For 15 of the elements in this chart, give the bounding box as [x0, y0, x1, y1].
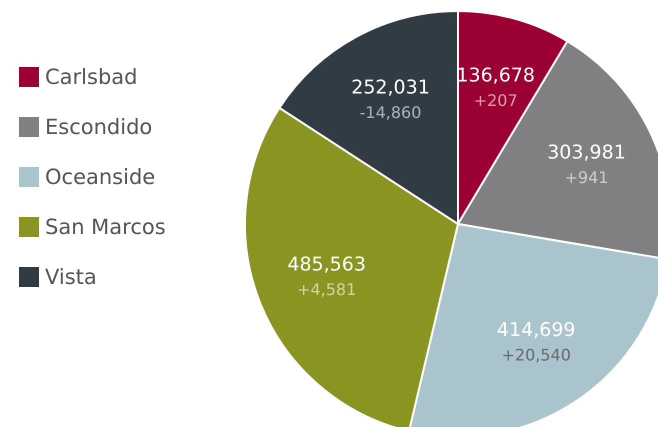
- data-label: 414,699: [496, 318, 576, 341]
- legend-label: Oceanside: [45, 165, 156, 189]
- legend-label: Carlsbad: [45, 65, 138, 89]
- data-label: 136,678: [456, 64, 535, 87]
- legend-label: Escondido: [45, 115, 152, 139]
- legend-label: San Marcos: [45, 215, 166, 239]
- text: +4,581: [297, 280, 356, 300]
- text: +207: [474, 91, 518, 110]
- text: +20,540: [502, 345, 571, 364]
- data-label: 303,981: [547, 142, 626, 164]
- text: -14,860: [360, 103, 422, 122]
- data-label: 485,563: [287, 254, 366, 276]
- data-label: 252,031: [351, 76, 430, 99]
- text: +941: [564, 168, 608, 188]
- legend-label: Vista: [45, 265, 97, 289]
